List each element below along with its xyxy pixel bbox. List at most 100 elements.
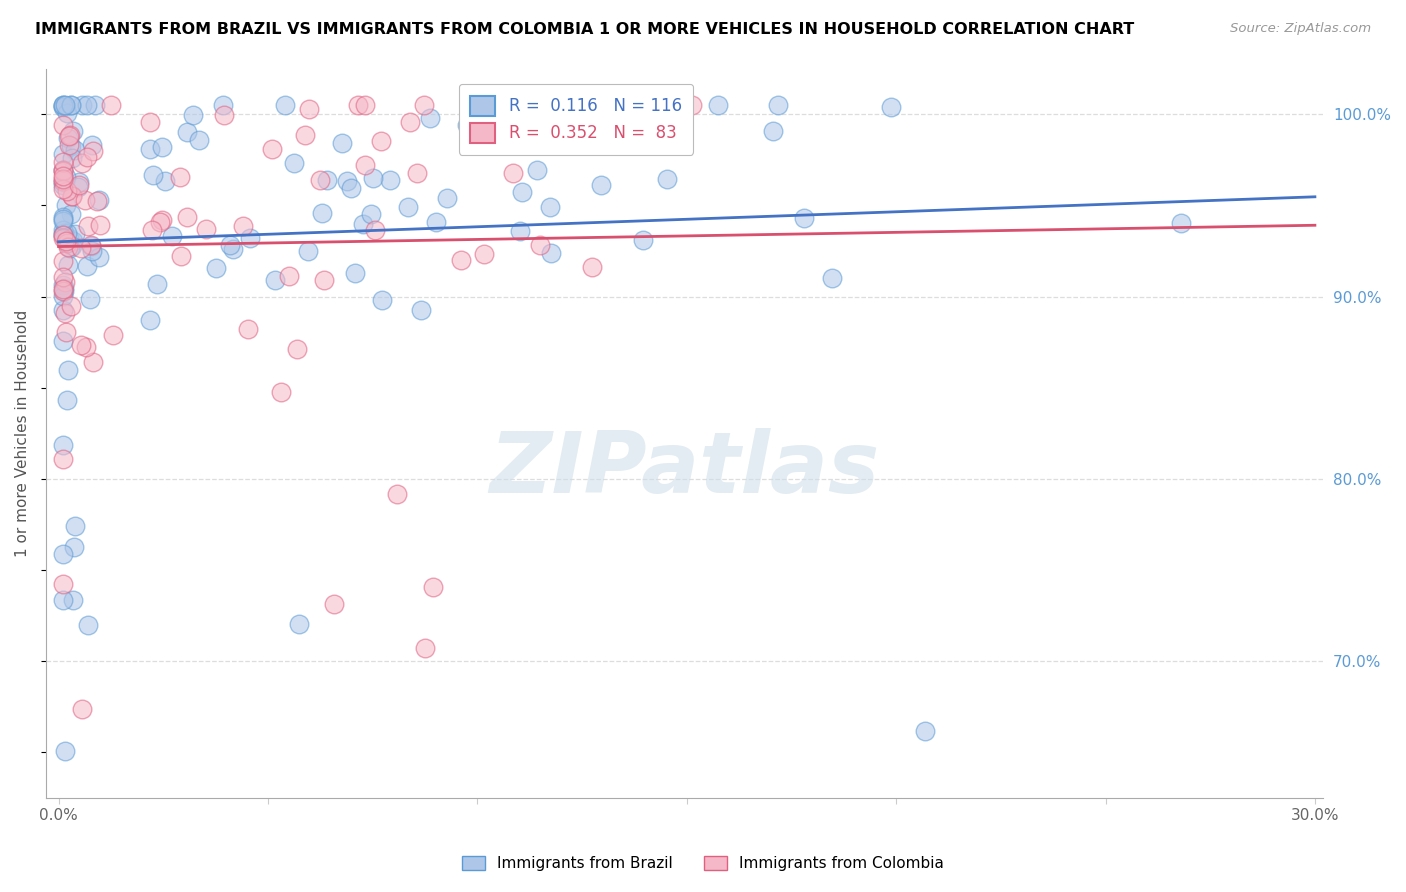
Point [53, 98, 76, 112]
Point [52, 163, 75, 178]
Point [371, 293, 394, 308]
Point [323, 597, 346, 611]
Point [80, 244, 103, 259]
Point [52, 285, 75, 299]
Point [176, 210, 198, 224]
Point [540, 246, 562, 260]
Point [538, 200, 561, 214]
Point [87, 193, 110, 207]
Point [914, 724, 936, 739]
Point [219, 238, 242, 252]
Point [55, 169, 77, 184]
Point [141, 223, 163, 237]
Point [62, 235, 84, 249]
Point [86, 194, 108, 208]
Point [82, 145, 104, 159]
Point [153, 174, 176, 188]
Point [436, 191, 458, 205]
Point [347, 98, 370, 112]
Point [361, 170, 384, 185]
Point [283, 155, 305, 169]
Point [52, 98, 75, 112]
Point [60, 239, 83, 253]
Point [55, 306, 77, 320]
Point [52, 253, 75, 268]
Point [364, 223, 387, 237]
Point [58, 137, 80, 152]
Point [52, 98, 75, 112]
Point [631, 233, 654, 247]
Point [821, 271, 844, 285]
Point [63, 143, 86, 157]
Point [195, 222, 218, 236]
Point [52, 231, 75, 245]
Point [188, 133, 211, 147]
Point [308, 172, 330, 186]
Point [80, 237, 103, 252]
Point [380, 173, 402, 187]
Point [52, 278, 75, 293]
Point [139, 115, 162, 129]
Point [67, 178, 90, 192]
Point [169, 169, 191, 184]
Point [59, 207, 82, 221]
Point [52, 577, 75, 591]
Point [138, 143, 160, 157]
Point [502, 166, 524, 180]
Point [149, 215, 172, 229]
Point [84, 98, 107, 112]
Point [1170, 216, 1192, 230]
Point [52, 146, 75, 161]
Point [59, 299, 82, 313]
Point [89, 250, 111, 264]
Point [270, 385, 292, 400]
Point [181, 108, 204, 122]
Point [706, 98, 728, 112]
Y-axis label: 1 or more Vehicles in Household: 1 or more Vehicles in Household [15, 310, 30, 557]
Point [52, 98, 75, 112]
Point [142, 168, 165, 182]
Point [450, 253, 472, 268]
Legend: Immigrants from Brazil, Immigrants from Colombia: Immigrants from Brazil, Immigrants from … [456, 850, 950, 877]
Point [60, 98, 83, 112]
Point [353, 158, 375, 172]
Point [160, 229, 183, 244]
Point [288, 617, 311, 632]
Point [398, 200, 420, 214]
Point [526, 162, 548, 177]
Point [52, 452, 75, 467]
Point [79, 239, 101, 253]
Point [70, 156, 93, 170]
Point [766, 98, 789, 112]
Point [59, 241, 82, 255]
Point [529, 238, 551, 252]
Text: IMMIGRANTS FROM BRAZIL VS IMMIGRANTS FROM COLOMBIA 1 OR MORE VEHICLES IN HOUSEHO: IMMIGRANTS FROM BRAZIL VS IMMIGRANTS FRO… [35, 22, 1135, 37]
Point [52, 438, 75, 452]
Point [52, 270, 75, 285]
Point [274, 98, 297, 112]
Point [422, 581, 444, 595]
Point [339, 181, 361, 195]
Point [456, 118, 478, 132]
Point [52, 302, 75, 317]
Point [100, 98, 122, 112]
Point [294, 128, 316, 142]
Point [52, 226, 75, 240]
Point [360, 207, 382, 221]
Point [52, 118, 75, 132]
Point [285, 342, 308, 356]
Point [60, 189, 83, 203]
Point [63, 519, 86, 533]
Point [56, 131, 79, 145]
Point [52, 178, 75, 193]
Point [58, 231, 80, 245]
Point [352, 217, 374, 231]
Point [52, 175, 75, 189]
Point [52, 173, 75, 187]
Point [581, 260, 603, 274]
Point [176, 125, 198, 139]
Point [344, 266, 367, 280]
Point [262, 142, 284, 156]
Point [657, 172, 679, 186]
Point [409, 302, 432, 317]
